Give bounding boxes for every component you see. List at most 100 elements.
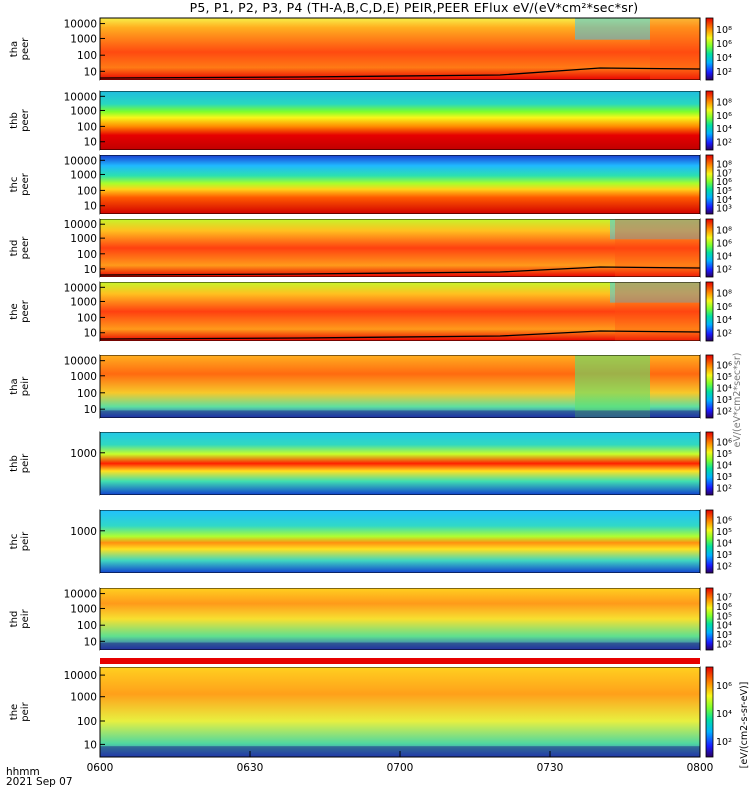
- y-tick-label: 100: [77, 716, 97, 728]
- colorbar-tick-label: 10⁷: [716, 168, 732, 179]
- colorbar-tick-label: 10²: [716, 561, 732, 572]
- colorbar-tick-label: 10²: [716, 737, 732, 748]
- colorbar-tick-label: 10⁵: [716, 527, 732, 538]
- y-tick-label: 10: [84, 404, 97, 416]
- y-axis-probe-label: thb: [9, 455, 20, 472]
- colorbar-tick-label: 10²: [716, 406, 732, 417]
- y-tick-label: 10: [84, 201, 97, 213]
- x-tick-label: 0700: [387, 762, 414, 774]
- y-tick-label: 10: [84, 264, 97, 276]
- panel-top-stripe: [100, 658, 700, 664]
- panel-the-peer: the peer 10 100 1000 10000 10² 10⁴ 10⁶ 10⁸: [9, 281, 732, 342]
- panel-gap: [100, 573, 700, 588]
- colorbar-tick-label: 10⁴: [716, 709, 732, 720]
- spectrogram-image: [100, 91, 700, 150]
- y-tick-label: 100: [77, 185, 97, 197]
- colorbar-tick-label: 10⁶: [716, 438, 732, 449]
- y-tick-label: 10: [84, 137, 97, 149]
- y-axis-probe-label: tha: [9, 41, 20, 57]
- colorbar-tick-label: 10⁶: [716, 177, 732, 188]
- colorbar-tick-label: 10⁸: [716, 98, 732, 109]
- y-axis-species-label: peer: [20, 37, 31, 61]
- y-tick-label: 100: [77, 249, 97, 261]
- y-tick-label: 1000: [70, 296, 97, 308]
- noise-floor: [100, 410, 700, 418]
- colorbar-tick-label: 10⁸: [716, 226, 732, 237]
- colorbar-tick-label: 10⁶: [716, 239, 732, 250]
- colorbar: [705, 431, 714, 496]
- colorbar: [705, 218, 714, 278]
- figure-title: P5, P1, P2, P3, P4 (TH-A,B,C,D,E) PEIR,P…: [189, 0, 639, 15]
- colorbar-tick-label: 10⁸: [716, 289, 732, 300]
- y-axis-probe-label: the: [9, 704, 20, 720]
- high-flux-region: [650, 18, 700, 80]
- colorbar-tick-label: 10²: [716, 137, 732, 148]
- y-tick-label: 10: [84, 636, 97, 648]
- panel-the-peir: the peir 10 100 1000 10000 10² 10⁴ 10⁶: [9, 666, 732, 758]
- y-tick-label: 100: [77, 620, 97, 632]
- noise-floor: [100, 642, 700, 650]
- y-tick-label: 1000: [70, 603, 97, 615]
- panel-gap: [100, 495, 700, 510]
- colorbar-tick-label: 10²: [716, 483, 732, 494]
- time-unit-label: hhmm: [6, 766, 40, 778]
- spectrogram-image: [100, 432, 700, 495]
- x-tick-label: 0730: [537, 762, 564, 774]
- panel-thb-peer: thb peer 10 100 1000 10000 10² 10⁴ 10⁶ 10⁸: [9, 90, 732, 151]
- colorbar-tick-label: 10⁶: [716, 516, 732, 527]
- y-axis-species-label: peer: [20, 299, 31, 323]
- colorbar: [705, 587, 714, 651]
- colorbar-tick-label: 10²: [716, 328, 732, 339]
- y-axis-probe-label: thb: [9, 112, 20, 129]
- spacecraft-potential-line: [99, 67, 701, 79]
- y-tick-label: 1000: [70, 33, 97, 45]
- y-axis-species-label: peir: [20, 376, 31, 396]
- colorbar-tick-label: 10⁶: [716, 111, 732, 122]
- colorbar-tick-label: 10⁶: [716, 39, 732, 50]
- y-axis-probe-label: tha: [9, 378, 20, 394]
- colorbar-tick-label: 10⁸: [716, 25, 732, 36]
- colorbar-tick-label: 10³: [716, 472, 732, 483]
- low-flux-region: [575, 18, 650, 40]
- y-tick-label: 10: [84, 739, 97, 751]
- y-axis-species-label: peer: [20, 236, 31, 260]
- panel-tha-peer: tha peer 10 100 1000 10000 10² 10⁴ 10⁶ 10⁸: [9, 17, 732, 81]
- colorbar: [705, 354, 714, 419]
- y-tick-label: 1000: [70, 371, 97, 383]
- spectrogram-image: [100, 588, 700, 650]
- y-tick-label: 10000: [64, 155, 97, 167]
- panel-gap: [100, 214, 700, 219]
- colorbar-tick-label: 10⁸: [716, 159, 732, 170]
- low-flux-region: [575, 355, 650, 418]
- y-axis-probe-label: thd: [9, 611, 20, 628]
- y-tick-label: 100: [77, 121, 97, 133]
- y-tick-label: 10000: [64, 670, 97, 682]
- y-tick-label: 10000: [64, 19, 97, 31]
- y-tick-label: 100: [77, 388, 97, 400]
- colorbar: [705, 666, 714, 758]
- y-axis-probe-label: the: [9, 303, 20, 319]
- colorbar-tick-label: 10⁶: [716, 361, 732, 372]
- x-tick-label: 0600: [87, 762, 114, 774]
- y-tick-label: 1000: [70, 105, 97, 117]
- panel-thd-peer: thd peer 10 100 1000 10000 10² 10⁴ 10⁶ 10⁸: [9, 218, 732, 278]
- y-tick-label: 1000: [70, 526, 97, 538]
- spacecraft-potential-line: [99, 266, 701, 276]
- colorbar-tick-label: 10⁷: [716, 593, 732, 604]
- colorbar-tick-label: 10⁴: [716, 124, 732, 135]
- panel-gap: [100, 418, 700, 432]
- low-flux-region: [610, 219, 700, 240]
- y-axis-species-label: peer: [20, 172, 31, 196]
- colorbar-tick-label: 10²: [716, 265, 732, 276]
- colorbar: [705, 154, 714, 215]
- y-tick-label: 1000: [70, 692, 97, 704]
- colorbar-tick-label: 10³: [716, 550, 732, 561]
- colorbar: [705, 509, 714, 574]
- colorbar-tick-label: 10⁵: [716, 372, 732, 383]
- y-axis-species-label: peir: [20, 608, 31, 628]
- y-tick-label: 10000: [64, 282, 97, 294]
